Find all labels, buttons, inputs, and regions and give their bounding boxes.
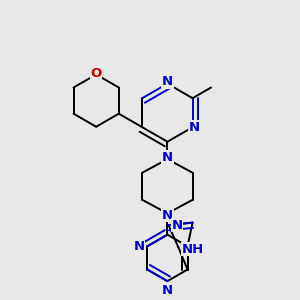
Text: N: N	[162, 284, 173, 297]
Text: N: N	[189, 121, 200, 134]
Text: N: N	[162, 75, 173, 88]
Text: O: O	[91, 67, 102, 80]
Text: N: N	[171, 219, 182, 232]
Text: N: N	[133, 240, 144, 253]
Text: NH: NH	[181, 243, 203, 256]
Text: N: N	[162, 209, 173, 222]
Text: N: N	[162, 151, 173, 164]
